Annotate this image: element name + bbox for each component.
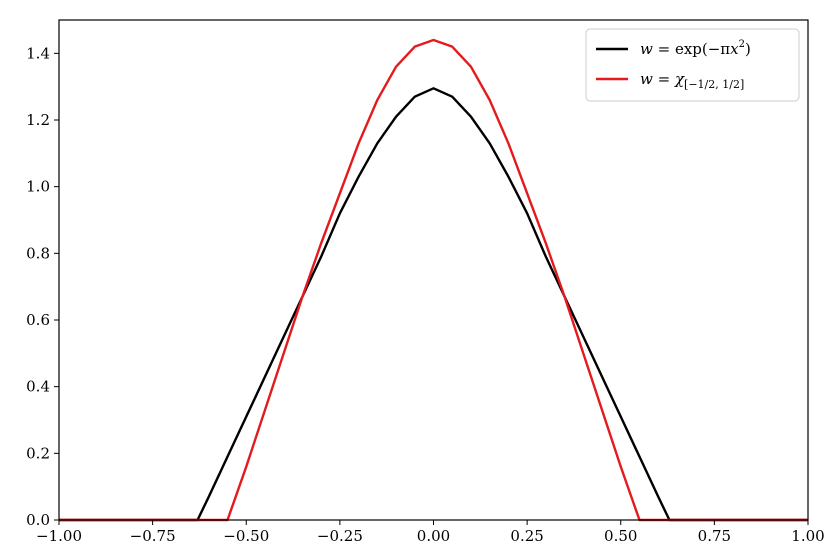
x-tick-label: −0.25 <box>317 527 363 545</box>
y-tick-label: 1.2 <box>26 111 50 129</box>
y-axis: 0.0 0.2 0.4 0.6 0.8 1.0 1.2 1.4 <box>26 44 59 529</box>
legend-box <box>585 28 800 102</box>
series-line-1 <box>59 38 808 522</box>
legend-label-indicator: w = χ[−1/2, 1/2] <box>640 70 744 91</box>
x-axis: −1.00 −0.75 −0.50 −0.25 0.00 0.25 0.50 0.75 1.00 <box>36 520 825 545</box>
legend-label-gaussian: w = exp(−πx2) <box>640 39 751 58</box>
x-tick-label: −1.00 <box>36 527 82 545</box>
x-tick-label: 1.00 <box>791 527 824 545</box>
series-lines <box>59 38 808 522</box>
x-tick-label: 0.25 <box>510 527 543 545</box>
y-tick-label: 1.0 <box>26 178 50 196</box>
y-tick-label: 1.4 <box>26 44 50 62</box>
series-line-0 <box>59 87 808 522</box>
y-tick-label: 0.2 <box>26 444 50 462</box>
legend: w = exp(−πx2) w = χ[−1/2, 1/2] <box>585 28 800 102</box>
x-tick-label: −0.50 <box>223 527 269 545</box>
x-tick-label: 0.50 <box>604 527 637 545</box>
y-tick-label: 0.4 <box>26 378 50 396</box>
y-tick-label: 0.6 <box>26 311 50 329</box>
y-tick-label: 0.8 <box>26 244 50 262</box>
x-tick-label: −0.75 <box>130 527 176 545</box>
x-tick-label: 0.75 <box>698 527 731 545</box>
y-tick-label: 0.0 <box>26 511 50 529</box>
x-tick-label: 0.00 <box>417 527 450 545</box>
